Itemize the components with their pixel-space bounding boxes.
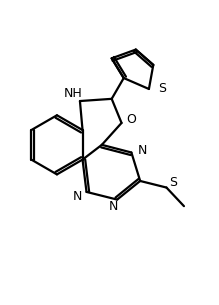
Text: N: N bbox=[109, 200, 118, 213]
Text: S: S bbox=[158, 82, 166, 95]
Text: N: N bbox=[138, 144, 147, 157]
Text: S: S bbox=[169, 176, 177, 188]
Text: N: N bbox=[73, 190, 82, 203]
Text: NH: NH bbox=[64, 87, 83, 100]
Text: O: O bbox=[126, 113, 136, 126]
